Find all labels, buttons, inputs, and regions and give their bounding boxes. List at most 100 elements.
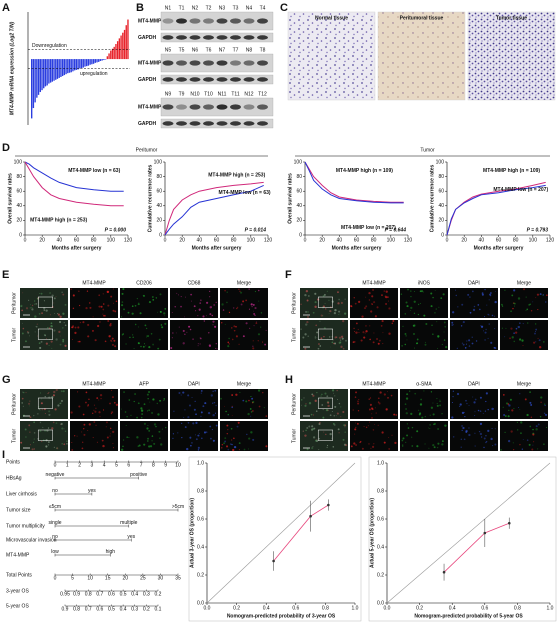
if-signal (474, 432, 476, 434)
if-signal (21, 402, 24, 404)
if-signal (89, 306, 92, 309)
if-signal (72, 325, 74, 327)
blot-band (189, 35, 201, 40)
if-signal (483, 316, 486, 318)
if-signal (337, 291, 339, 294)
if-signal (444, 424, 447, 427)
if-signal (215, 424, 218, 427)
y-tick-label: 0.6 (377, 516, 384, 522)
if-signal (96, 441, 98, 443)
if-signal (197, 343, 199, 345)
if-signal (452, 436, 455, 438)
if-signal (328, 313, 330, 314)
blot-band (176, 60, 187, 66)
y-tick-label: 60 (438, 189, 444, 195)
blot-band (216, 121, 228, 126)
if-signal (538, 339, 541, 342)
if-signal (20, 441, 23, 444)
if-signal (214, 325, 217, 328)
if-signal (318, 449, 320, 451)
if-signal (335, 415, 337, 417)
if-signal (138, 326, 140, 328)
nomogram-level-label: single (48, 520, 61, 526)
if-signal (224, 289, 226, 292)
x-tick-label: 0.4 (449, 605, 456, 611)
if-signal (93, 421, 96, 424)
if-signal (338, 310, 341, 313)
if-signal (265, 415, 268, 417)
if-signal (540, 401, 542, 403)
if-signal (58, 320, 62, 324)
if-signal (208, 344, 212, 347)
if-signal (128, 399, 131, 401)
nomogram-tick-label: 8 (152, 462, 155, 468)
if-signal (532, 444, 534, 446)
if-signal (252, 303, 255, 306)
if-signal (85, 391, 88, 394)
if-signal (163, 399, 165, 402)
if-signal (479, 396, 482, 399)
if-signal (320, 314, 323, 317)
if-signal (120, 316, 123, 318)
blot-band (176, 121, 187, 126)
if-signal (368, 299, 371, 301)
if-signal (535, 428, 538, 431)
if-signal (33, 448, 35, 450)
if-signal (112, 288, 114, 290)
x-tick-label: 20 (461, 237, 467, 243)
if-signal (344, 431, 347, 433)
if-signal (264, 343, 267, 346)
if-signal (425, 322, 428, 326)
if-signal (406, 423, 408, 425)
if-signal (526, 308, 529, 311)
if-signal (436, 398, 438, 400)
if-signal (500, 449, 502, 451)
if-signal (315, 410, 318, 412)
if-signal (307, 315, 310, 318)
if-signal (76, 435, 78, 437)
if-signal (254, 306, 257, 310)
if-signal (526, 413, 529, 417)
if-signal (164, 315, 166, 317)
if-signal (337, 399, 338, 400)
if-signal (147, 425, 149, 426)
if-signal (371, 445, 375, 448)
if-signal (457, 306, 459, 308)
if-signal (231, 406, 234, 409)
if-signal (210, 394, 213, 397)
if-image (70, 389, 118, 419)
calibration-point (483, 531, 487, 535)
row-label: Tumor (11, 328, 17, 343)
nomogram-tick-label: 25 (140, 575, 146, 581)
if-signal (231, 338, 234, 341)
panel-label: C (280, 2, 288, 14)
if-image (500, 320, 548, 350)
if-signal (460, 438, 462, 440)
if-signal (490, 437, 493, 441)
if-signal (50, 322, 53, 325)
if-signal (326, 446, 328, 449)
if-signal (322, 409, 324, 411)
if-signal (265, 445, 268, 448)
if-signal (47, 441, 50, 443)
blot-band (243, 77, 255, 82)
if-signal (475, 340, 478, 342)
if-signal (378, 402, 381, 405)
if-signal (225, 445, 229, 448)
y-axis-label: Actual 3-year OS (proportion) (189, 498, 195, 568)
if-signal (177, 432, 179, 434)
if-signal (474, 415, 476, 417)
if-signal (62, 340, 65, 343)
legend-label: MT4-MMP high (n = 253) (208, 172, 265, 178)
if-signal (512, 442, 514, 444)
channel-header: Merge (517, 381, 531, 387)
if-signal (139, 312, 142, 315)
if-signal (484, 339, 486, 341)
if-signal (510, 310, 512, 313)
if-signal (363, 336, 366, 339)
if-signal (39, 346, 42, 350)
bar (55, 59, 57, 80)
if-signal (82, 413, 85, 416)
if-signal (181, 436, 183, 439)
if-signal (519, 443, 521, 446)
